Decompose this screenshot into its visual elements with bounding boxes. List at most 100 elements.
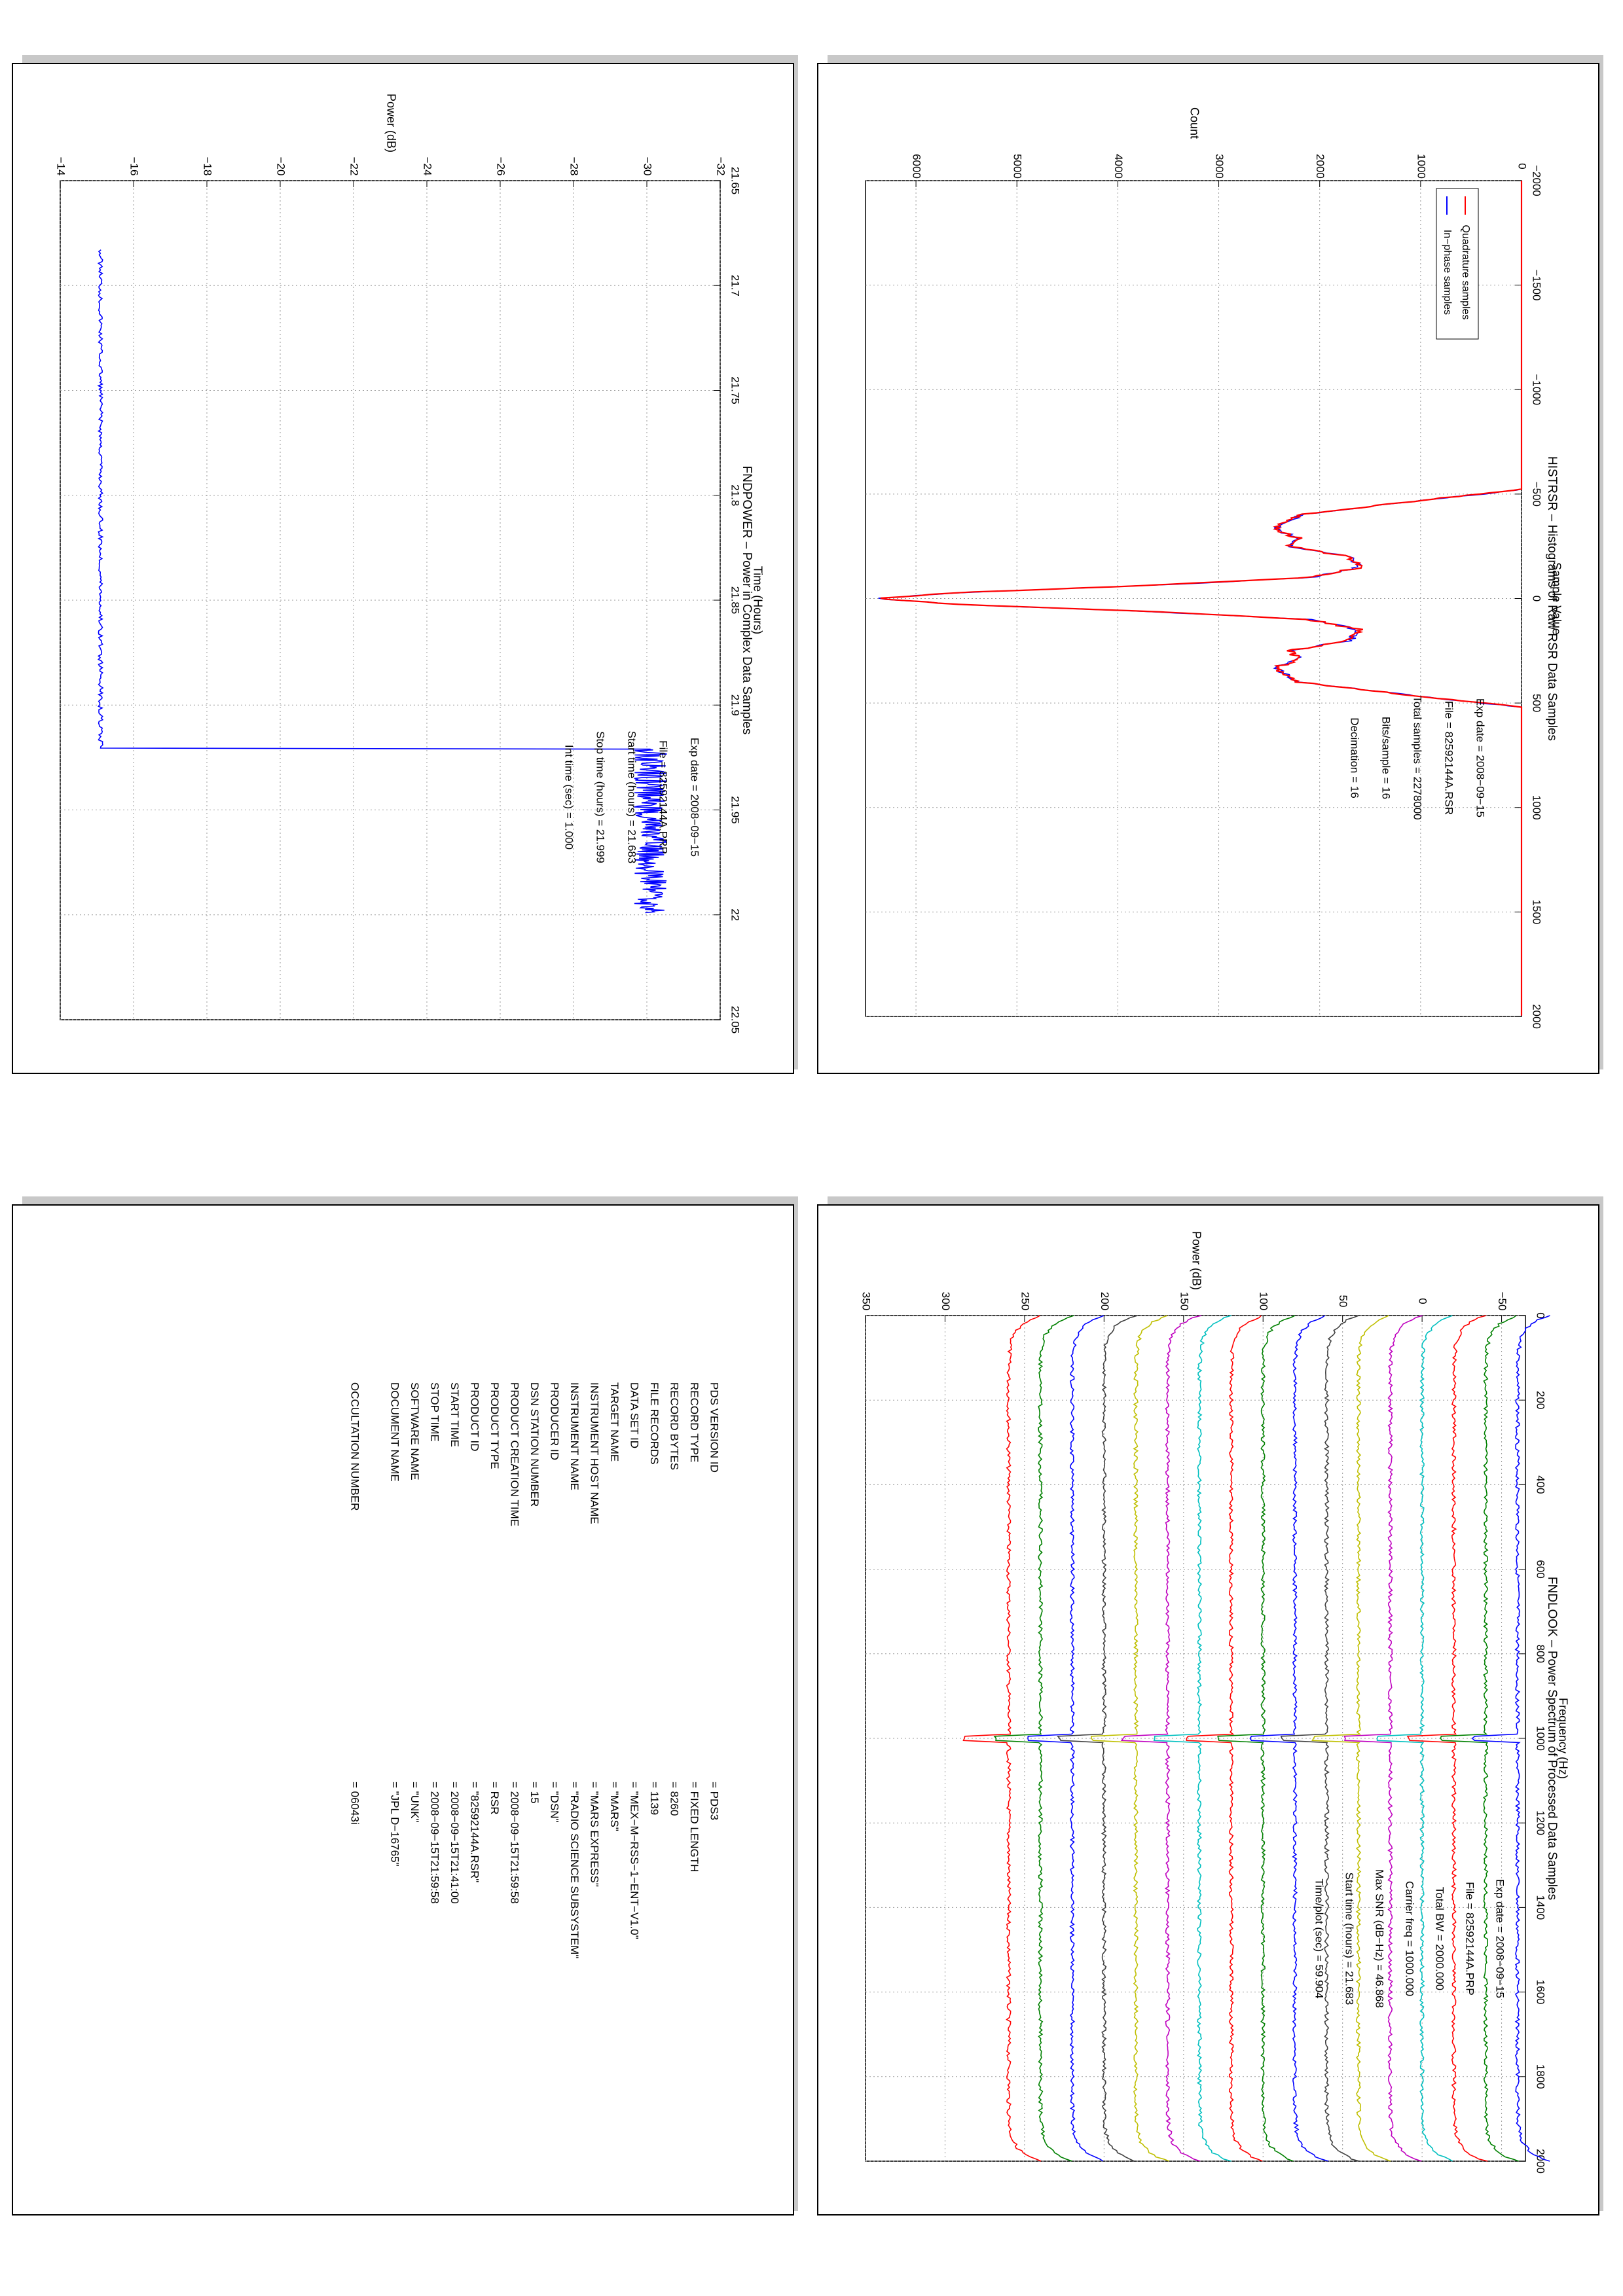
y-tick-label: −20	[275, 157, 287, 176]
x-tick-label: 21.8	[729, 484, 742, 506]
y-axis-label: Count	[1188, 107, 1201, 139]
label-value: = 2008−09−15T21:59:58	[509, 1782, 521, 1904]
y-tick-label: −50	[1496, 1292, 1508, 1311]
y-tick-label: −22	[348, 157, 361, 176]
y-tick-label: 300	[939, 1292, 952, 1310]
info-text: Int time (sec) = 1.000	[563, 745, 575, 850]
label-value: = 2008−09−15T21:59:58	[429, 1782, 441, 1904]
y-tick-label: 150	[1178, 1292, 1190, 1310]
label-key: INSTRUMENT NAME	[568, 1382, 581, 1490]
x-tick-label: 22	[729, 908, 742, 921]
y-tick-label: −32	[715, 157, 727, 176]
info-text: Start time (hours) = 21.683	[1343, 1873, 1356, 2005]
x-tick-label: 800	[1535, 1645, 1547, 1663]
y-tick-label: 4000	[1112, 154, 1125, 179]
series-line	[1057, 1315, 1138, 2162]
fndpower-panel: 21.65 21.7 21.75 21.8 21.85 21.9 21.95 22 22.05 −…	[12, 63, 794, 1074]
series-line	[1376, 1315, 1453, 2162]
label-key: DATA SET ID	[629, 1382, 641, 1448]
fndpower-chart: 21.65 21.7 21.75 21.8 21.85 21.9 21.95 22 22.05 −…	[55, 94, 765, 1034]
y-tick-label: 1000	[1415, 154, 1427, 179]
label-value: = "MARS"	[608, 1782, 621, 1831]
histrsr-panel: −2000 −1500 −1000 −500 0 500 1000 1500 2000 0 1000…	[817, 63, 1599, 1074]
x-axis-label: Time (Hours)	[751, 566, 764, 634]
info-text: File = 82592144A.RSR	[1443, 701, 1455, 815]
label-value: = FIXED LENGTH	[688, 1782, 701, 1872]
y-tick-label: 200	[1099, 1292, 1111, 1310]
y-tick-label: 0	[1417, 1298, 1429, 1304]
label-key: DSN STATION NUMBER	[528, 1382, 541, 1507]
y-tick-label: 350	[860, 1292, 873, 1310]
info-text: Exp date = 2008−09−15	[1494, 1879, 1506, 1998]
label-value: = "RADIO SCIENCE SUBSYSTEM"	[568, 1782, 581, 1958]
label-key: PRODUCER ID	[549, 1382, 561, 1460]
x-tick-label: 0	[1535, 1312, 1547, 1318]
label-key: PDS VERSION ID	[708, 1382, 721, 1473]
label-key: OCCULTATION NUMBER	[349, 1382, 361, 1511]
x-tick-label: 21.7	[729, 275, 742, 296]
series-line	[1311, 1315, 1391, 2162]
y-tick-label: −18	[202, 157, 214, 176]
y-tick-label: 250	[1019, 1292, 1031, 1310]
y-tick-label: −16	[128, 157, 141, 176]
y-tick-label: 3000	[1213, 154, 1226, 179]
label-panel: PDS VERSION ID = PDS3 RECORD TYPE = FIXED L…	[12, 1204, 794, 2215]
series-line	[1471, 1315, 1550, 2162]
y-tick-label: 0	[1516, 163, 1529, 169]
series-line	[1120, 1315, 1202, 2162]
x-tick-label: 0	[1531, 596, 1543, 601]
label-key: RECORD BYTES	[668, 1382, 681, 1470]
x-tick-label: 21.75	[729, 376, 742, 404]
x-tick-label: 21.65	[729, 167, 742, 195]
info-text: Stop time (hours) = 21.999	[594, 731, 607, 863]
info-text: File = 82592144A.PRP	[657, 740, 670, 853]
label-value: = PDS3	[708, 1782, 721, 1820]
x-axis-label: Sample Value	[1550, 562, 1563, 635]
series-line	[962, 1315, 1042, 2162]
x-tick-label: 600	[1535, 1560, 1547, 1578]
y-tick-label: −14	[55, 157, 67, 176]
label-key: DOCUMENT NAME	[389, 1382, 401, 1482]
legend-label: Quadrature samples	[1460, 225, 1471, 320]
info-text: Start time (hours) = 21.683	[626, 731, 638, 864]
fndlook-panel: 0 200 400 600 800 1000 1200 1400 1600 1800 2000 −50…	[817, 1204, 1599, 2215]
label-value: = "MARS EXPRESS"	[589, 1782, 601, 1887]
info-text: File = 82592144A.PRP	[1464, 1882, 1476, 1995]
x-tick-label: 2000	[1531, 1004, 1543, 1029]
x-tick-label: 1600	[1535, 1980, 1547, 2005]
x-tick-label: −1500	[1531, 270, 1543, 301]
x-tick-label: 22.05	[729, 1006, 742, 1034]
x-tick-label: 1000	[1535, 1726, 1547, 1751]
x-tick-label: −1000	[1531, 374, 1543, 405]
series-line	[1249, 1315, 1329, 2162]
series-line	[97, 249, 668, 914]
label-value: = 1139	[648, 1782, 661, 1815]
chart-title: FNDLOOK – Power Spectrum of Processed Da…	[1545, 1577, 1559, 1900]
x-tick-label: 1000	[1531, 795, 1543, 820]
label-value: = 2008−09−15T21:41:00	[448, 1782, 461, 1904]
fndlook-chart: 0200400600800100012001400160018002000−50…	[860, 1231, 1570, 2174]
series-line	[1186, 1315, 1263, 2162]
series-line	[1406, 1315, 1488, 2162]
chart-title: HISTRSR – Histograms of Raw RSR Data Sam…	[1545, 456, 1559, 741]
series-line	[1091, 1315, 1170, 2162]
label-key: RECORD TYPE	[688, 1382, 701, 1463]
series-line	[1343, 1315, 1423, 2162]
x-tick-label: −500	[1531, 482, 1543, 507]
label-value: = "MEX−M−RSS−1−ENT−V1.0"	[629, 1782, 641, 1939]
label-value: = "82592144A.RSR"	[469, 1782, 481, 1882]
chart-title: FNDPOWER – Power in Complex Data Samples	[740, 466, 754, 735]
info-text: Total BW = 2000.000	[1434, 1887, 1446, 1990]
series-line	[878, 181, 1522, 1016]
label-key: STOP TIME	[429, 1382, 441, 1442]
y-tick-label: 6000	[911, 154, 923, 179]
label-value: = "DSN"	[549, 1782, 561, 1823]
series-line	[993, 1315, 1074, 2162]
x-tick-label: 400	[1535, 1475, 1547, 1494]
label-value: = "JPL D−16765"	[389, 1782, 401, 1867]
x-tick-label: 1400	[1535, 1895, 1547, 1920]
x-tick-label: 1800	[1535, 2064, 1547, 2089]
label-key: TARGET NAME	[608, 1382, 621, 1462]
series-line	[1440, 1315, 1519, 2162]
legend-box	[1436, 188, 1479, 340]
